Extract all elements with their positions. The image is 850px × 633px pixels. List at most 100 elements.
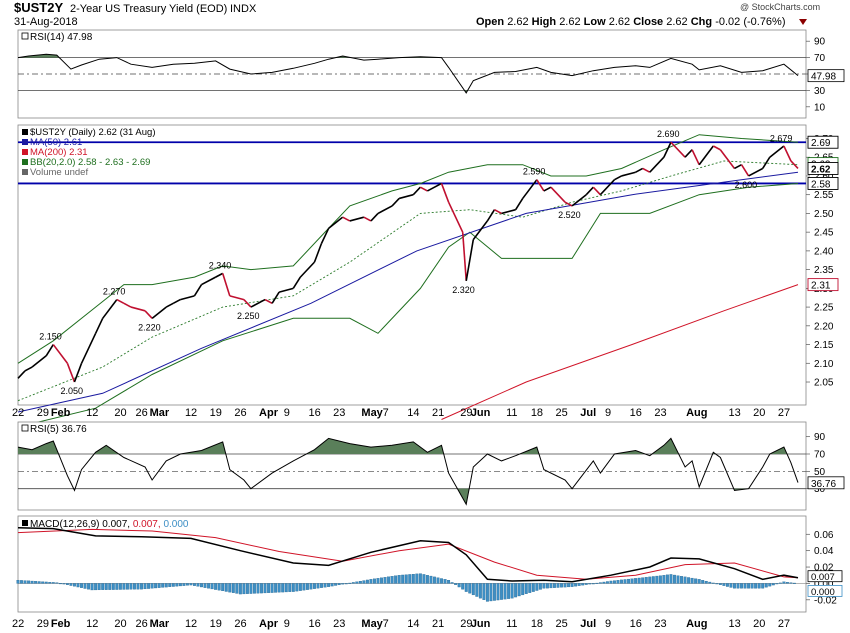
macd-histogram-bar [545, 583, 549, 589]
macd-histogram-bar [235, 583, 239, 594]
price-segment [599, 179, 616, 196]
x-axis-label-bottom: Apr [259, 618, 279, 630]
price-annotation: 2.600 [735, 180, 758, 190]
macd-histogram-bar [651, 576, 655, 584]
macd-histogram-bar [757, 583, 761, 589]
macd-value-tag-text: 0.007 [811, 572, 835, 583]
macd-histogram-bar [718, 583, 722, 585]
macd-histogram-bar [175, 583, 179, 587]
macd-histogram-bar [16, 580, 20, 584]
rsi14-value-tag-text: 47.98 [811, 72, 836, 83]
price-axis-tick-label: 2.15 [814, 340, 834, 351]
x-axis-label-bottom: 22 [12, 618, 24, 630]
x-axis-label: Mar [150, 407, 170, 419]
x-axis-label: 22 [12, 407, 24, 419]
x-axis-label: 20 [753, 407, 765, 419]
price-segment [522, 179, 538, 199]
macd-line [17, 526, 799, 583]
close-label: Close [633, 16, 663, 28]
price-legend-swatch [22, 129, 28, 135]
macd-label-value: 0.007, [102, 519, 133, 530]
rsi14-line [17, 53, 799, 94]
price-segment [621, 171, 636, 177]
macd-histogram-bar [715, 583, 719, 585]
macd-histogram-bar [133, 583, 136, 590]
price-annotation: 2.690 [657, 129, 680, 139]
macd-histogram-bar [683, 576, 687, 584]
chart-date: 31-Aug-2018 [14, 16, 78, 28]
macd-histogram-bar [108, 583, 112, 590]
x-axis-label-bottom: Aug [686, 618, 707, 630]
price-segment [193, 284, 203, 297]
macd-histogram-bar [524, 583, 528, 594]
macd-histogram-bar [83, 583, 87, 589]
macd-histogram-bar [270, 583, 274, 593]
x-axis-label-bottom: 14 [407, 618, 419, 630]
price-segment [45, 344, 54, 357]
macd-histogram-bar [478, 583, 482, 599]
macd-histogram-bar [785, 582, 789, 584]
macd-histogram-bar [242, 583, 246, 595]
price-segment [740, 164, 750, 177]
price-segment [221, 273, 231, 297]
price-segment [31, 355, 47, 368]
macd-histogram-bar [669, 574, 673, 584]
price-annotation: 2.270 [103, 287, 126, 297]
x-axis-label-bottom: 16 [308, 618, 320, 630]
price-axis-tick-label: 2.50 [814, 209, 834, 220]
macd-histogram-bar [771, 583, 775, 586]
price-segment [536, 179, 545, 192]
x-axis-label: 18 [531, 407, 543, 419]
macd-histogram-bar [298, 583, 302, 591]
price-annotation: 2.590 [523, 167, 546, 177]
macd-histogram-bar [680, 576, 683, 584]
macd-histogram-bar [129, 583, 133, 590]
macd-histogram-bar [200, 583, 203, 588]
macd-histogram-bar [736, 583, 740, 589]
open-label: Open [476, 16, 504, 28]
x-axis-label: 9 [284, 407, 290, 419]
price-segment [391, 197, 400, 207]
macd-histogram-bar [355, 581, 359, 584]
macd-histogram-bar [725, 583, 729, 587]
price-segment [550, 186, 566, 203]
macd-histogram-bar [87, 583, 91, 590]
watermark: @ StockCharts.com [740, 2, 820, 12]
macd-histogram-bar [330, 583, 334, 587]
macd-histogram-bar [605, 581, 609, 584]
macd-histogram-bar [468, 583, 472, 594]
price-segment [377, 205, 393, 215]
macd-histogram-bar [37, 581, 41, 584]
x-axis-label: 16 [630, 407, 642, 419]
macd-histogram-bar [288, 583, 292, 592]
macd-histogram-bar [761, 583, 765, 589]
x-axis-label-bottom: Feb [51, 618, 71, 630]
macd-histogram-bar [337, 583, 341, 586]
price-tag-text: 2.31 [811, 281, 831, 292]
price-segment [769, 145, 785, 158]
macd-histogram-bar [665, 574, 669, 584]
price-segment [514, 198, 524, 211]
macd-panel-frame [17, 515, 807, 613]
macd-histogram-bar [549, 583, 553, 589]
macd-histogram-bar [514, 583, 518, 598]
open-value: 2.62 [507, 16, 528, 28]
macd-histogram-bar [351, 582, 355, 584]
macd-histogram-bar [634, 578, 638, 584]
rsi5-axis-tick-label: 90 [814, 432, 826, 443]
macd-histogram-bar [397, 575, 401, 584]
macd-histogram-bar [733, 583, 736, 589]
macd-histogram-bar [574, 583, 578, 587]
macd-histogram-bar [623, 579, 627, 584]
price-segment [80, 332, 97, 364]
price-segment [614, 175, 622, 181]
price-segment [165, 302, 174, 308]
macd-histogram-bar [503, 583, 507, 600]
macd-histogram-bar [231, 583, 235, 593]
macd-histogram-bar [62, 583, 66, 585]
price-segment [635, 167, 644, 173]
macd-histogram-bar [281, 583, 285, 593]
macd-histogram-bar [588, 583, 592, 585]
x-axis-label: 16 [308, 407, 320, 419]
macd-histogram-bar [595, 582, 599, 584]
